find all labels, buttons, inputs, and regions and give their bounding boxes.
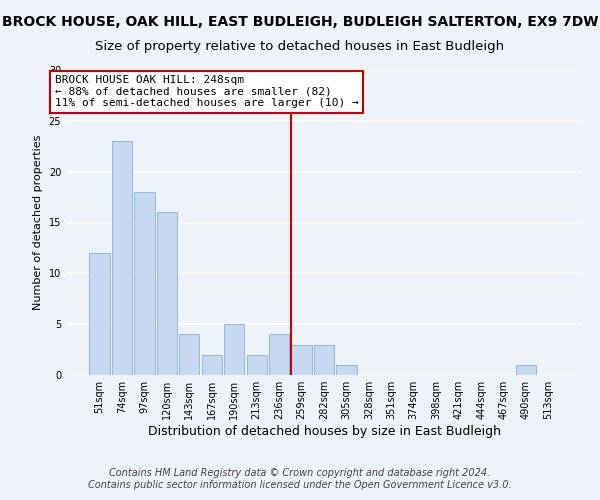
Text: BROCK HOUSE, OAK HILL, EAST BUDLEIGH, BUDLEIGH SALTERTON, EX9 7DW: BROCK HOUSE, OAK HILL, EAST BUDLEIGH, BU… [2, 15, 598, 29]
Bar [179, 334, 199, 375]
Bar [134, 192, 155, 375]
Text: Size of property relative to detached houses in East Budleigh: Size of property relative to detached ho… [95, 40, 505, 53]
Bar [516, 365, 536, 375]
Text: Contains HM Land Registry data © Crown copyright and database right 2024.
Contai: Contains HM Land Registry data © Crown c… [88, 468, 512, 490]
Bar [157, 212, 177, 375]
Bar [292, 344, 311, 375]
Y-axis label: Number of detached properties: Number of detached properties [33, 135, 43, 310]
Text: BROCK HOUSE OAK HILL: 248sqm
← 88% of detached houses are smaller (82)
11% of se: BROCK HOUSE OAK HILL: 248sqm ← 88% of de… [55, 75, 358, 108]
Bar [202, 354, 222, 375]
Bar [112, 141, 132, 375]
Bar [314, 344, 334, 375]
Bar [247, 354, 267, 375]
Bar [269, 334, 289, 375]
Bar [337, 365, 356, 375]
X-axis label: Distribution of detached houses by size in East Budleigh: Distribution of detached houses by size … [148, 425, 500, 438]
Bar [89, 253, 110, 375]
Bar [224, 324, 244, 375]
